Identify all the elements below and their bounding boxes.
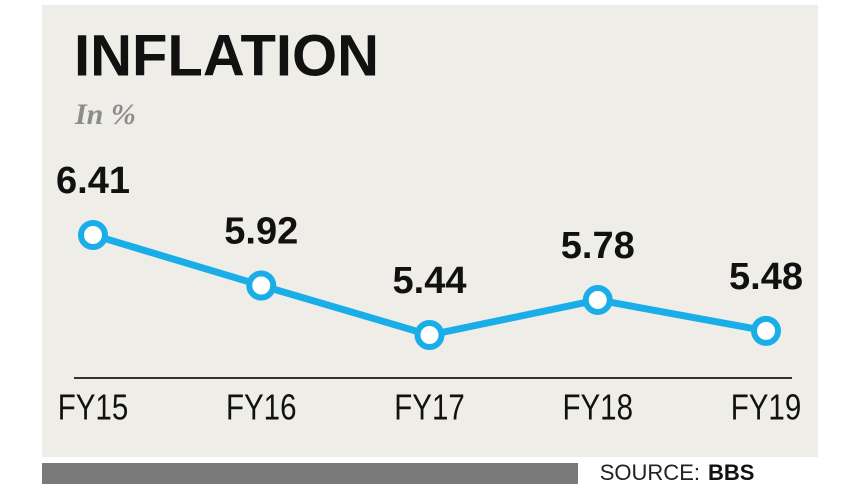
chart-title: INFLATION: [74, 23, 379, 88]
x-tick-label: FY16: [226, 387, 297, 427]
chart-subtitle: In %: [74, 98, 136, 131]
value-label: 6.41: [56, 160, 130, 202]
x-tick-label: FY15: [58, 387, 129, 427]
point: [78, 220, 108, 250]
x-tick-label: FY17: [394, 387, 465, 427]
source: BBS: [708, 460, 754, 484]
point: [246, 270, 277, 301]
panel: [42, 5, 818, 457]
value-label: 5.78: [561, 225, 635, 267]
value-label: 5.48: [729, 256, 803, 298]
x-tick-label: FY19: [731, 387, 802, 427]
point: [751, 315, 781, 346]
footer-bar: [42, 463, 578, 484]
source-label: SOURCE:: [600, 460, 700, 484]
x-tick-label: FY18: [562, 387, 633, 427]
point: [582, 284, 613, 315]
point: [414, 320, 445, 350]
value-label: 5.44: [393, 260, 467, 302]
value-label: 5.92: [224, 211, 298, 253]
